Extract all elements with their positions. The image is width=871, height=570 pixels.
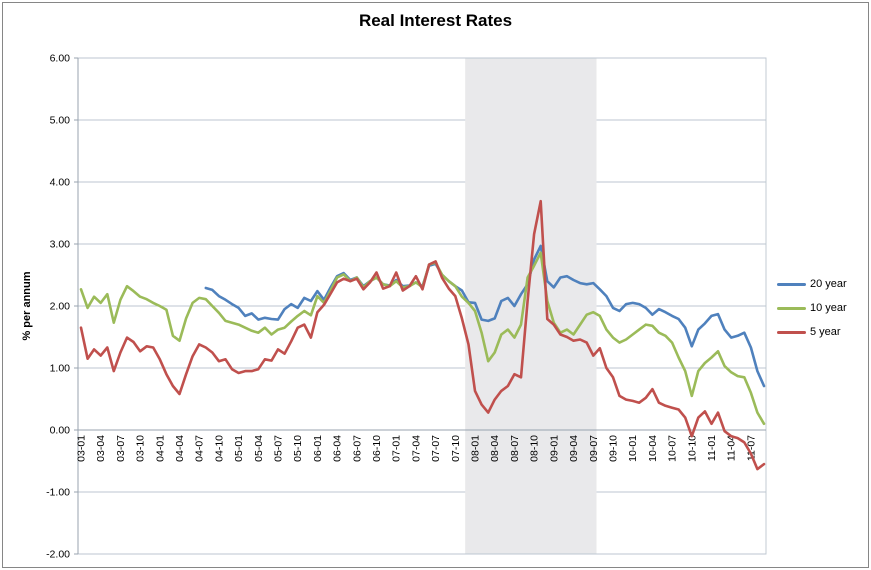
x-tick-label: 08-04 — [489, 435, 501, 462]
x-tick-label: 05-04 — [253, 435, 265, 462]
x-tick-label: 05-07 — [273, 435, 285, 462]
x-tick-label: 04-10 — [213, 435, 225, 462]
x-tick-label: 06-10 — [371, 435, 383, 462]
legend-label: 10 year — [810, 302, 847, 314]
x-tick-label: 04-01 — [154, 435, 166, 462]
x-tick-label: 08-07 — [509, 435, 521, 462]
x-tick-label: 07-10 — [450, 435, 462, 462]
y-tick-label: 2.00 — [50, 301, 71, 313]
legend-item-20-year: 20 year — [777, 272, 865, 296]
x-tick-label: 10-04 — [647, 435, 659, 462]
x-tick-label: 07-07 — [430, 435, 442, 462]
x-tick-label: 03-01 — [76, 435, 88, 462]
legend: 20 year 10 year 5 year — [777, 272, 865, 344]
y-tick-label: 5.00 — [50, 115, 71, 127]
y-tick-label: 1.00 — [50, 363, 71, 375]
y-tick-label: 0.00 — [50, 425, 71, 437]
legend-item-10-year: 10 year — [777, 296, 865, 320]
x-tick-label: 05-10 — [292, 435, 304, 462]
series-line-20-year — [204, 244, 766, 388]
x-tick-label: 04-07 — [194, 435, 206, 462]
x-tick-label: 06-07 — [351, 435, 363, 462]
x-tick-label: 09-04 — [568, 435, 580, 462]
chart-title: Real Interest Rates — [358, 11, 513, 30]
legend-item-5-year: 5 year — [777, 320, 865, 344]
legend-line-swatch — [777, 330, 806, 334]
y-tick-label: -2.00 — [46, 549, 70, 561]
recession-band — [465, 58, 597, 554]
x-tick-label: 07-01 — [391, 435, 403, 462]
y-tick-label: 3.00 — [50, 239, 71, 251]
x-tick-label: 09-10 — [607, 435, 619, 462]
y-tick-label: 6.00 — [50, 53, 71, 65]
x-tick-label: 09-01 — [548, 435, 560, 462]
x-tick-label: 07-04 — [410, 435, 422, 462]
x-tick-label: 11-07 — [745, 435, 757, 461]
y-tick-label: 4.00 — [50, 177, 71, 189]
x-tick-label: 10-07 — [667, 435, 679, 462]
plot-area: 6.00 5.00 4.00 3.00 2.00 1.00 0.00 -1.00 -2.00 03… — [46, 53, 767, 561]
legend-label: 5 year — [810, 326, 841, 338]
x-tick-label: 06-04 — [332, 435, 344, 462]
x-tick-label: 08-10 — [529, 435, 541, 462]
x-tick-label: 11-01 — [706, 435, 718, 461]
x-tick-label: 08-01 — [470, 435, 482, 462]
x-tick-label: 03-07 — [115, 435, 127, 462]
x-tick-label: 05-01 — [233, 435, 245, 462]
x-tick-label: 09-07 — [588, 435, 600, 462]
legend-line-swatch — [777, 282, 806, 286]
x-tick-label: 06-01 — [312, 435, 324, 462]
legend-label: 20 year — [810, 278, 847, 290]
y-tick-label: -1.00 — [46, 487, 70, 499]
x-tick-label: 03-04 — [95, 435, 107, 462]
x-tick-label: 11-04 — [726, 435, 738, 461]
series-line-5-year — [79, 199, 766, 471]
y-axis-title: % per annum — [21, 271, 33, 341]
x-tick-label: 10-01 — [627, 435, 639, 462]
legend-line-swatch — [777, 306, 806, 310]
x-tick-label: 04-04 — [174, 435, 186, 462]
x-tick-label: 03-10 — [135, 435, 147, 462]
x-tick-label: 10-10 — [686, 435, 698, 462]
